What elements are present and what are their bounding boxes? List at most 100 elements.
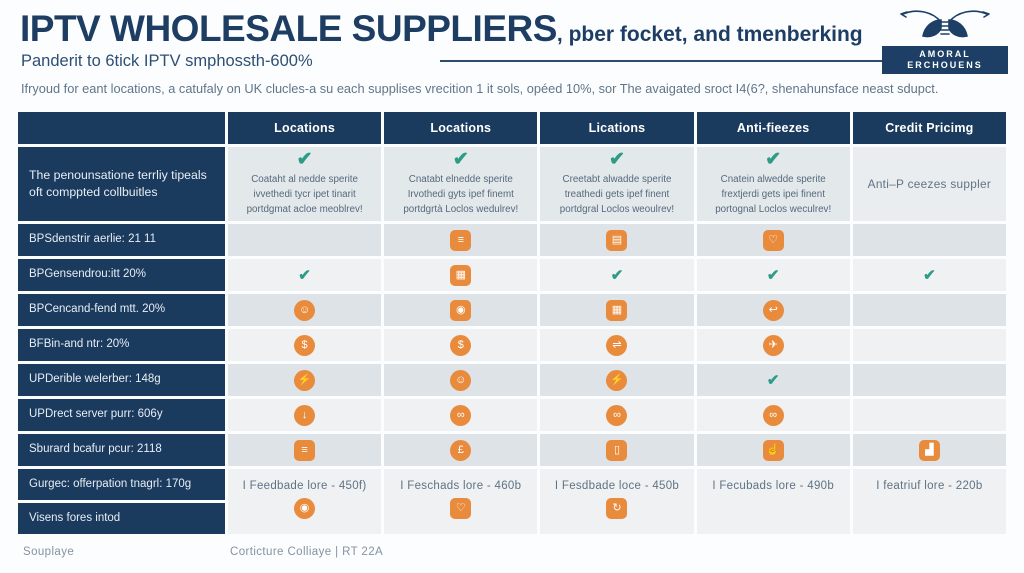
cell-r6-c5	[852, 364, 1006, 396]
cell-r1-c1: ✔ Coataht al nedde sperite ivvethedi tycr…	[228, 147, 382, 221]
cell-bottom-c5: I featriuf lore - 220b	[852, 469, 1006, 534]
person-icon: ☺	[450, 369, 472, 391]
cell-r7-c2: ∞	[384, 399, 538, 431]
send-icon: ✈	[762, 334, 784, 356]
logo-wordmark: AMORAL ERCHOUENS	[882, 46, 1008, 74]
row-label: Sburard bcafur pcur: 2118	[18, 434, 225, 466]
cell-r4-c5	[852, 294, 1006, 326]
description: Ifryoud for eant locations, a catufaly o…	[21, 81, 939, 96]
birds-logo-icon	[900, 10, 990, 38]
cell-r6-c1: ⚡	[228, 364, 382, 396]
check-icon: ✔	[766, 266, 780, 284]
cell-bottom-c4: I Fecubads lore - 490b	[696, 469, 850, 534]
pound-icon: £	[450, 439, 472, 461]
feedback-note: I Fesdbade loce - 450b	[554, 480, 680, 492]
cell-r8-c5: ▟	[852, 434, 1006, 466]
document-icon: ≡	[450, 229, 472, 251]
cell-r5-c1: $	[228, 329, 382, 361]
row-label: UPDerible welerber: 148g	[18, 364, 225, 396]
chat-icon: ♡	[450, 498, 472, 519]
column-header: Anti-fieezes	[696, 112, 850, 144]
cell-note: Cnatein alwedde sperite frextjerdi gets …	[715, 174, 832, 215]
column-header: Locations	[384, 112, 538, 144]
row-label: Gurgec: offerpation tnagrl: 170g	[18, 469, 225, 500]
feedback-note: I Feschads lore - 460b	[400, 480, 522, 492]
cell-r7-c3: ∞	[540, 399, 694, 431]
cell-r4-c4: ↩	[696, 294, 850, 326]
cell-r7-c4: ∞	[696, 399, 850, 431]
check-icon: ✔	[923, 266, 936, 284]
cell-r5-c4: ✈	[696, 329, 850, 361]
cell-r7-c5	[852, 399, 1006, 431]
cell-r1-c5: Anti–P ceezes suppler	[852, 147, 1006, 221]
cell-r2-c3: ▤	[540, 224, 694, 256]
cell-r1-c4: ✔ Cnatein alwedde sperite frextjerdi gets…	[696, 147, 850, 221]
row-label: Visens fores intod	[18, 503, 225, 534]
refresh-icon: ↻	[606, 498, 628, 519]
cell-note: Cnatabt elnedde sperite Irvothedi gyts i…	[403, 174, 519, 215]
bar-chart-icon: ▟	[918, 439, 940, 461]
cell-r5-c5	[852, 329, 1006, 361]
cell-note: Creetabt alwadde sperite treathedi gets …	[559, 174, 675, 215]
row-label: BPCencand-fend mtt. 20%	[18, 294, 225, 326]
clipboard-icon: ▤	[606, 229, 628, 251]
cell-r5-c2: $	[384, 329, 538, 361]
cell-r5-c3: ⇌	[540, 329, 694, 361]
check-icon: ✔	[610, 266, 624, 284]
download-icon: ↓	[294, 404, 316, 426]
cell-bottom-c3: I Fesdbade loce - 450b ↻	[540, 469, 694, 534]
cell-note: Anti–P ceezes suppler	[867, 177, 992, 191]
cell-bottom-c1: I Feedbade lore - 450f) ◉	[228, 469, 382, 534]
cell-r4-c2: ◉	[384, 294, 538, 326]
cell-r2-c5	[852, 224, 1006, 256]
document-icon: ≡	[294, 439, 316, 461]
camera-icon: ◉	[450, 299, 472, 321]
check-icon: ✔	[298, 266, 311, 284]
cell-r6-c4: ✔	[696, 364, 850, 396]
cell-r2-c1	[228, 224, 382, 256]
cell-r8-c2: £	[384, 434, 538, 466]
cell-note: Coataht al nedde sperite ivvethedi tycr …	[246, 174, 363, 215]
row-label: UPDrect server purr: 606y	[18, 399, 225, 431]
cell-r3-c1: ✔	[228, 259, 382, 291]
check-icon: ✔	[296, 149, 313, 171]
scale-icon: ⇌	[606, 334, 628, 356]
header-divider	[440, 60, 896, 62]
comparison-table: Locations Locations Lications Anti-fieezes C…	[18, 112, 1006, 534]
title-main: IPTV WHOLESALE SUPPLIERS	[20, 8, 557, 49]
column-header: Lications	[540, 112, 694, 144]
cell-r6-c2: ☺	[384, 364, 538, 396]
cell-r3-c2: ▦	[384, 259, 538, 291]
cell-r7-c1: ↓	[228, 399, 382, 431]
cell-r3-c4: ✔	[696, 259, 850, 291]
cell-r8-c3: ▯	[540, 434, 694, 466]
cell-r1-c3: ✔ Creetabt alwadde sperite treathedi gets…	[540, 147, 694, 221]
dollar-icon: $	[450, 334, 472, 356]
battery-icon: ▯	[606, 439, 628, 461]
column-header: Credit Pricimg	[852, 112, 1006, 144]
feedback-note: I Fecubads lore - 490b	[712, 480, 835, 492]
cell-r3-c5: ✔	[852, 259, 1006, 291]
row-label: BPSdenstrir aerlie: 21 11	[18, 224, 225, 256]
location-pin-icon: ◉	[294, 498, 316, 519]
table-corner-cell	[18, 112, 225, 144]
logo: AMORAL ERCHOUENS	[882, 6, 1008, 74]
check-icon: ✔	[766, 371, 780, 389]
runner-icon: ⚡	[606, 369, 628, 391]
car-icon: ∞	[450, 404, 472, 426]
check-icon: ✔	[609, 149, 625, 171]
feedback-note: I featriuf lore - 220b	[876, 480, 983, 492]
dollar-icon: $	[294, 334, 316, 356]
car-icon: ∞	[762, 404, 784, 426]
footer-center: Corticture Colliaye | RT 22A	[230, 546, 384, 558]
page-title: IPTV WHOLESALE SUPPLIERS, pber focket, a…	[20, 8, 863, 50]
car-icon: ∞	[606, 404, 628, 426]
runner-icon: ⚡	[294, 369, 316, 391]
column-header: Locations	[228, 112, 382, 144]
person-icon: ☺	[294, 299, 316, 321]
row-label: The penounsatione terrliy tipeals oft co…	[18, 147, 225, 221]
cell-r6-c3: ⚡	[540, 364, 694, 396]
cell-r4-c3: ▦	[540, 294, 694, 326]
row-label: BPGensendrou:itt 20%	[18, 259, 225, 291]
chat-icon: ♡	[762, 229, 784, 251]
